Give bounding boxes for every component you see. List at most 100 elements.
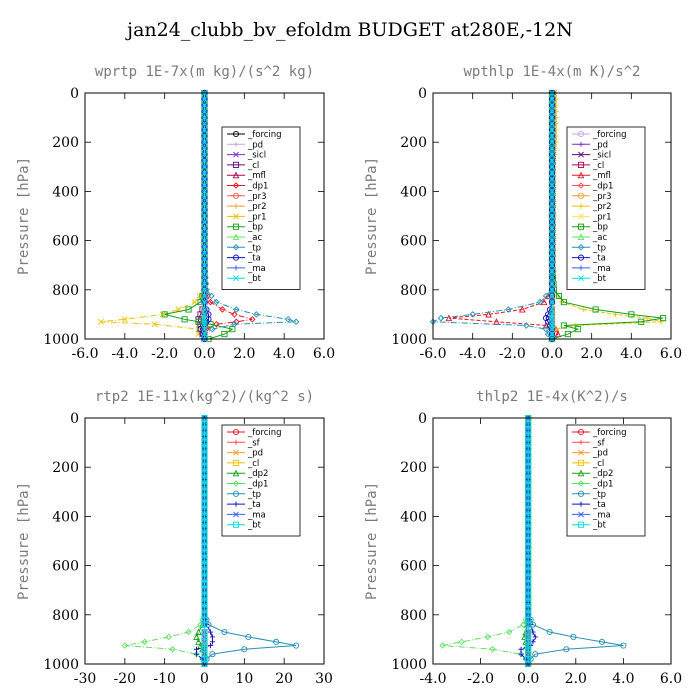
series-line xyxy=(432,93,553,340)
data-point xyxy=(229,326,236,333)
data-point xyxy=(549,151,555,158)
data-point xyxy=(219,306,226,313)
data-point xyxy=(201,249,208,256)
legend-box xyxy=(566,424,646,537)
legend-marker xyxy=(233,511,239,518)
data-point xyxy=(213,298,220,306)
legend-marker xyxy=(232,223,240,230)
x-tick-label: 10 xyxy=(235,671,253,687)
plot-frame xyxy=(432,92,672,340)
data-point xyxy=(620,642,627,649)
data-point xyxy=(549,249,555,256)
legend-entry: _dp2 xyxy=(227,469,268,479)
data-point xyxy=(518,651,524,657)
data-point xyxy=(525,537,532,545)
data-point xyxy=(201,421,208,428)
x-tick-label: -30 xyxy=(74,671,97,687)
legend-label: _ac xyxy=(592,233,607,243)
data-point xyxy=(525,433,532,440)
data-point xyxy=(525,593,532,600)
legend-label: _tp xyxy=(247,490,261,500)
legend-marker xyxy=(232,459,240,466)
data-point xyxy=(151,321,158,328)
data-point xyxy=(201,114,208,121)
data-point xyxy=(549,274,555,281)
y-tick-label: 1000 xyxy=(391,332,427,348)
legend-entry: _pr2 xyxy=(572,202,612,212)
y-tick-label: 600 xyxy=(52,234,79,250)
legend: _forcing_sf_pd_cl_dp2_dp1_tp_ta_ma_bt xyxy=(566,424,646,537)
legend-label: _pd xyxy=(247,140,263,150)
legend-marker xyxy=(232,469,240,477)
data-point xyxy=(549,126,555,133)
data-point xyxy=(201,531,208,538)
legend-label: _forcing xyxy=(592,130,627,140)
x-tick-label: 0.0 xyxy=(541,346,563,362)
data-point xyxy=(201,262,208,269)
x-tick-label: -4.0 xyxy=(420,671,447,687)
legend-entry: _ta xyxy=(227,254,261,264)
x-tick-label: 6.0 xyxy=(660,346,682,362)
legend-marker xyxy=(577,521,585,528)
data-point xyxy=(549,306,555,313)
data-point xyxy=(201,458,208,465)
x-tick-label: -10 xyxy=(153,671,176,687)
data-point xyxy=(525,556,532,563)
y-tick-label: 200 xyxy=(400,460,427,476)
data-point xyxy=(273,638,280,645)
data-point xyxy=(201,488,208,495)
legend-entry: _mfl xyxy=(227,171,266,181)
data-point xyxy=(549,157,555,164)
legend: _forcing_pd_sicl_cl_mfl_dp1_pr3_pr2_pr1_… xyxy=(566,126,646,290)
legend: _forcing_sf_pd_cl_dp2_dp1_tp_ta_ma_bt xyxy=(221,424,301,537)
y-tick-label: 800 xyxy=(52,283,79,299)
legend-marker xyxy=(232,244,240,251)
data-point xyxy=(201,507,208,514)
plot-frame xyxy=(432,417,672,665)
data-point xyxy=(549,206,555,213)
legend-label: _ma xyxy=(592,264,611,274)
data-point xyxy=(555,292,562,300)
data-point xyxy=(581,306,587,313)
series-bt xyxy=(201,414,208,668)
figure-title: jan24_clubb_bv_efoldm BUDGET at280E,-12N xyxy=(125,19,573,41)
data-point xyxy=(201,513,208,520)
legend-marker xyxy=(577,428,585,436)
data-point xyxy=(201,96,208,103)
legend-marker xyxy=(578,501,584,507)
series-line xyxy=(448,93,559,340)
data-point xyxy=(549,176,555,183)
data-point xyxy=(159,311,166,318)
data-point xyxy=(141,638,148,646)
legend-marker xyxy=(578,213,584,220)
data-point xyxy=(525,476,532,483)
legend-entry: _bp xyxy=(572,223,608,233)
data-point xyxy=(484,633,491,641)
legend-label: _pr3 xyxy=(247,192,267,202)
data-point xyxy=(207,642,214,649)
data-point xyxy=(563,646,570,653)
data-point xyxy=(201,243,208,250)
data-point xyxy=(195,628,202,636)
data-point xyxy=(201,593,208,600)
series-dp1 xyxy=(439,414,532,668)
x-tick-label: 0.0 xyxy=(193,346,215,362)
legend-label: _pd xyxy=(247,449,263,459)
legend-label: _ac xyxy=(247,233,262,243)
data-point xyxy=(525,470,532,477)
data-point xyxy=(549,108,555,115)
data-point xyxy=(549,96,555,103)
legend-marker xyxy=(577,490,585,497)
data-point xyxy=(201,439,208,446)
legend-entry: _bt xyxy=(572,274,607,284)
series-tp xyxy=(429,89,556,343)
legend-label: _forcing xyxy=(247,428,282,438)
legend-entry: _dp1 xyxy=(572,182,613,192)
legend-label: _pd xyxy=(592,449,608,459)
data-point xyxy=(193,651,200,657)
data-point xyxy=(185,628,192,636)
data-point xyxy=(549,200,555,207)
data-point xyxy=(549,139,555,146)
y-tick-label: 200 xyxy=(400,135,427,151)
